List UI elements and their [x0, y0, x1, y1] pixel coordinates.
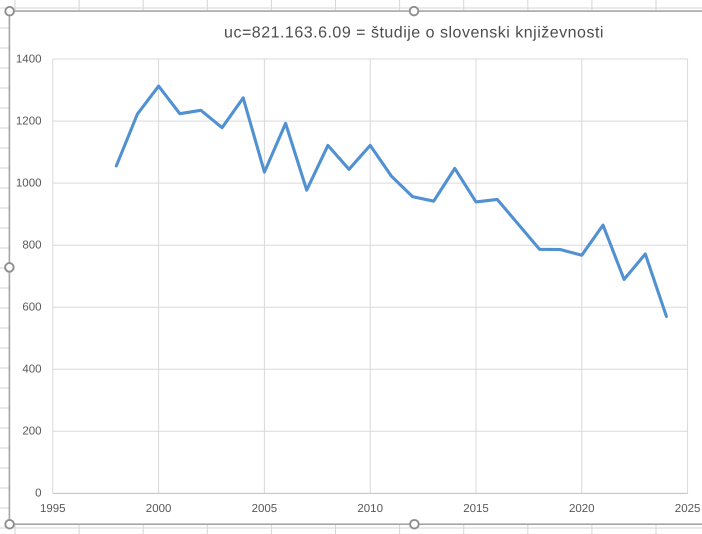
svg-text:1995: 1995 — [40, 503, 66, 515]
svg-text:400: 400 — [22, 364, 41, 376]
svg-text:2025: 2025 — [675, 503, 701, 515]
svg-text:uc=821.163.6.09 = študije o sl: uc=821.163.6.09 = študije o slovenski kn… — [224, 25, 604, 42]
svg-text:200: 200 — [22, 426, 41, 438]
svg-text:2015: 2015 — [463, 503, 489, 515]
svg-text:1400: 1400 — [16, 53, 42, 65]
svg-text:2010: 2010 — [357, 503, 383, 515]
svg-text:2000: 2000 — [146, 503, 172, 515]
svg-text:1000: 1000 — [16, 177, 42, 189]
svg-text:800: 800 — [22, 240, 41, 252]
svg-text:1200: 1200 — [16, 115, 42, 127]
svg-text:600: 600 — [22, 302, 41, 314]
svg-text:2005: 2005 — [252, 503, 278, 515]
svg-text:2020: 2020 — [569, 503, 595, 515]
svg-text:0: 0 — [35, 488, 41, 500]
